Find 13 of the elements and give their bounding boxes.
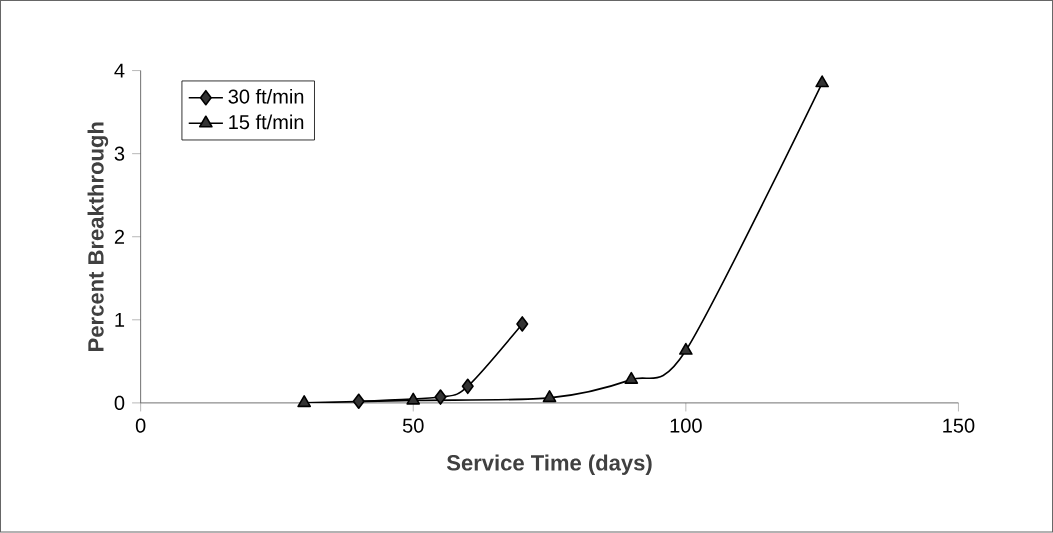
x-tick-label: 50	[402, 418, 424, 433]
x-tick-label: 100	[670, 418, 702, 433]
y-tick-label: 3	[114, 146, 125, 161]
legend-label: 15 ft/min	[229, 114, 304, 130]
x-tick-label: 0	[135, 418, 146, 433]
y-axis-title: Percent Breakthrough	[87, 122, 109, 352]
legend-label: 30 ft/min	[228, 89, 304, 104]
y-tick-label: 0	[114, 396, 125, 411]
y-tick-label: 1	[115, 313, 125, 327]
x-tick-label: 150	[943, 418, 975, 433]
y-tick-label: 2	[114, 229, 125, 244]
y-tick-label: 4	[114, 63, 125, 78]
x-axis-title: Service Time (days)	[446, 454, 652, 476]
